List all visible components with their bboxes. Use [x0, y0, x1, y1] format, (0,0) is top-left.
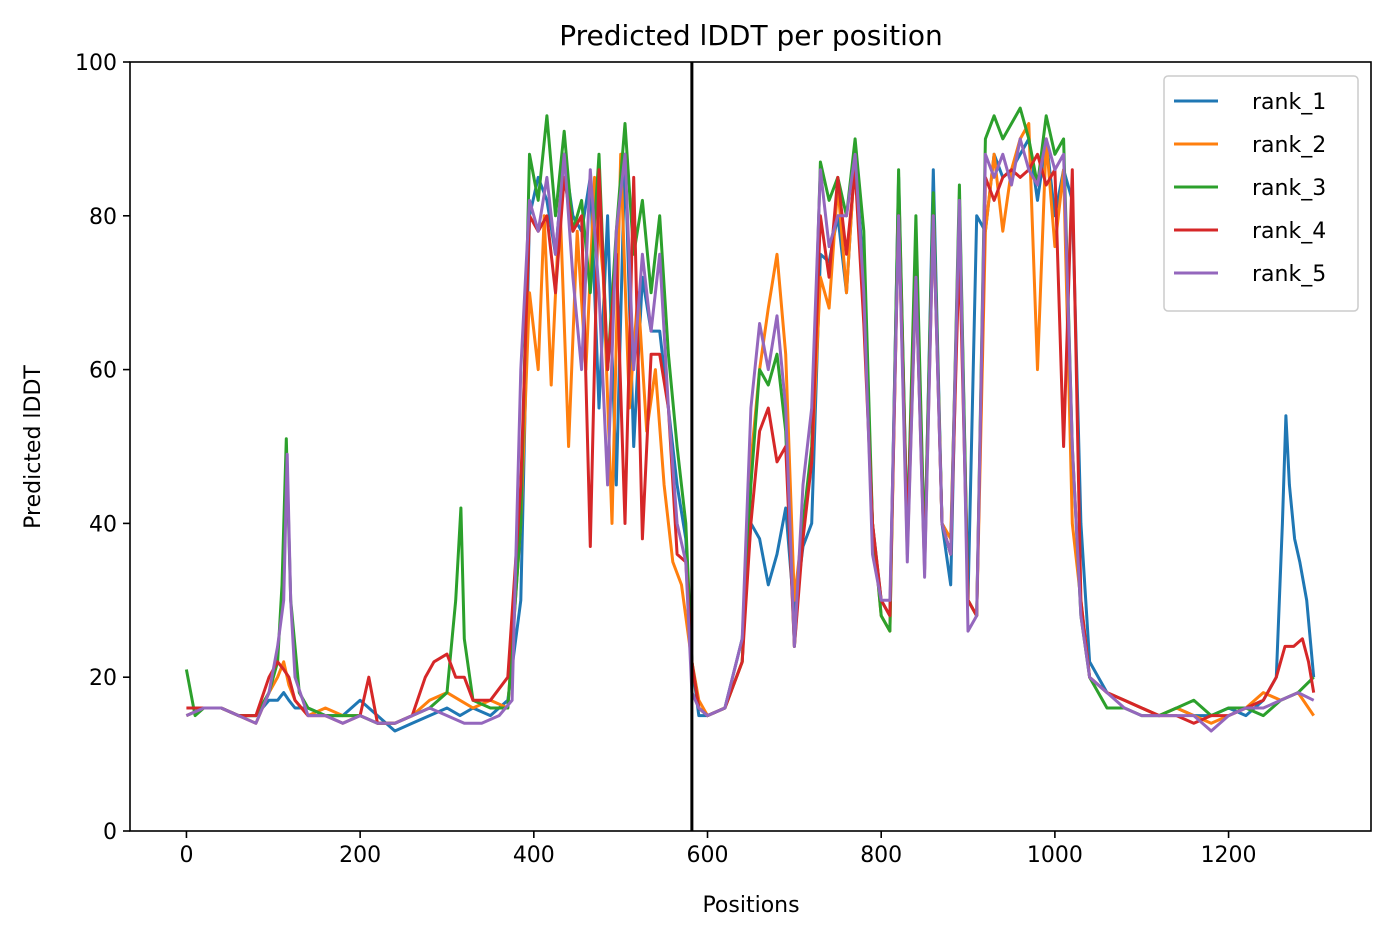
series-line-rank_4	[186, 152, 1316, 725]
legend: rank_1 rank_2 rank_3 rank_4 rank_5	[1163, 75, 1359, 312]
legend-label-rank_4: rank_4	[1252, 219, 1326, 244]
y-tick-label: 60	[89, 359, 117, 384]
legend-label-rank_3: rank_3	[1252, 176, 1326, 201]
chart-title: Predicted lDDT per position	[559, 19, 943, 52]
plot-frame	[129, 61, 1372, 832]
axis-ticks: 0 200 400 600 800 1000 1200 0 20 40 60 80 100	[75, 51, 1257, 868]
x-tick-label: 800	[860, 843, 902, 868]
y-tick-label: 80	[89, 205, 117, 230]
y-tick-label: 20	[89, 666, 117, 691]
y-tick-label: 0	[103, 820, 117, 845]
legend-label-rank_5: rank_5	[1252, 262, 1326, 287]
plot-area	[184, 62, 1316, 831]
x-axis-label: Positions	[702, 893, 799, 918]
x-tick-label: 200	[339, 843, 381, 868]
x-tick-label: 1200	[1201, 843, 1257, 868]
legend-label-rank_1: rank_1	[1252, 90, 1326, 115]
y-tick-label: 40	[89, 512, 117, 537]
legend-box	[1163, 75, 1359, 312]
y-axis-label: Predicted lDDT	[21, 365, 46, 529]
y-tick-label: 100	[75, 51, 117, 76]
x-tick-label: 400	[513, 843, 555, 868]
x-tick-label: 1000	[1027, 843, 1083, 868]
legend-label-rank_2: rank_2	[1252, 133, 1326, 158]
series-line-rank_5	[185, 137, 1315, 733]
x-tick-label: 0	[179, 843, 193, 868]
x-tick-label: 600	[687, 843, 729, 868]
